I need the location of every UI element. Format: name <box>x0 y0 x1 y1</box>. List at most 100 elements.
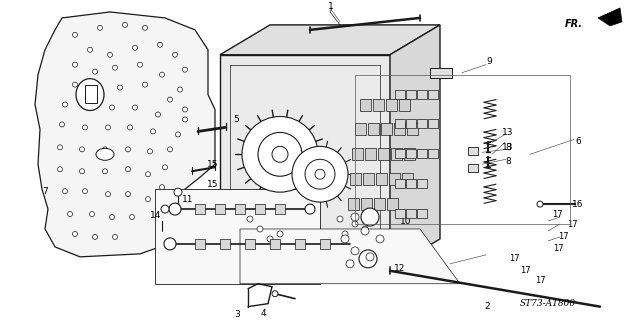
Circle shape <box>537 201 543 207</box>
Polygon shape <box>390 25 440 269</box>
Bar <box>406 149 416 158</box>
Circle shape <box>272 291 278 297</box>
Text: 3: 3 <box>234 310 240 319</box>
Circle shape <box>102 169 107 174</box>
Bar <box>348 198 359 210</box>
Circle shape <box>362 226 368 232</box>
Circle shape <box>88 105 93 110</box>
Bar <box>406 179 416 188</box>
Circle shape <box>59 122 65 127</box>
Circle shape <box>79 169 84 174</box>
Circle shape <box>58 167 63 172</box>
Circle shape <box>102 147 107 152</box>
Bar <box>406 119 416 128</box>
Circle shape <box>132 45 137 50</box>
Bar <box>399 99 410 110</box>
Bar <box>394 124 405 135</box>
Circle shape <box>93 69 98 74</box>
Text: 17: 17 <box>551 210 562 219</box>
Bar <box>378 148 389 160</box>
Text: 17: 17 <box>520 266 530 275</box>
Text: 15: 15 <box>207 160 219 169</box>
Bar <box>355 124 366 135</box>
Circle shape <box>146 196 151 202</box>
Bar <box>417 179 427 188</box>
Circle shape <box>72 62 77 67</box>
Bar <box>428 119 438 128</box>
Circle shape <box>361 208 379 226</box>
Circle shape <box>88 47 93 52</box>
Bar <box>407 124 418 135</box>
Text: 17: 17 <box>558 232 568 242</box>
Circle shape <box>118 85 123 90</box>
Bar <box>395 119 405 128</box>
Polygon shape <box>240 229 460 284</box>
Circle shape <box>167 147 173 152</box>
Text: 17: 17 <box>535 276 545 285</box>
Circle shape <box>272 146 288 162</box>
Bar <box>428 90 438 99</box>
Text: 5: 5 <box>233 115 239 124</box>
Bar <box>406 209 416 218</box>
Bar <box>391 148 402 160</box>
Circle shape <box>162 165 167 170</box>
Text: 2: 2 <box>484 302 490 311</box>
Circle shape <box>173 52 178 57</box>
Circle shape <box>351 247 359 255</box>
Bar <box>195 239 205 249</box>
Circle shape <box>366 253 374 261</box>
Bar <box>350 173 361 185</box>
Circle shape <box>142 25 148 30</box>
Bar <box>215 204 225 214</box>
Circle shape <box>82 189 88 194</box>
Circle shape <box>155 112 160 117</box>
Bar <box>417 119 427 128</box>
Bar <box>395 209 405 218</box>
Bar <box>361 198 372 210</box>
Circle shape <box>58 145 63 150</box>
Polygon shape <box>35 12 215 257</box>
Bar <box>374 198 385 210</box>
Circle shape <box>305 159 335 189</box>
Text: ST73-A1800: ST73-A1800 <box>520 299 576 308</box>
Circle shape <box>132 105 137 110</box>
Circle shape <box>342 231 348 237</box>
Bar <box>387 198 398 210</box>
Bar <box>430 68 452 78</box>
Bar <box>85 84 97 102</box>
Bar <box>245 239 255 249</box>
Bar <box>468 147 478 155</box>
Circle shape <box>376 235 384 243</box>
Polygon shape <box>220 25 440 55</box>
Circle shape <box>178 87 183 92</box>
Text: 9: 9 <box>486 57 492 66</box>
Bar <box>468 164 478 172</box>
Circle shape <box>112 235 118 239</box>
Circle shape <box>105 125 111 130</box>
Circle shape <box>93 87 98 92</box>
Polygon shape <box>220 55 390 269</box>
Circle shape <box>160 72 164 77</box>
Circle shape <box>315 169 325 179</box>
Bar <box>389 173 400 185</box>
Circle shape <box>305 204 315 214</box>
Circle shape <box>109 214 114 220</box>
Text: 11: 11 <box>182 195 194 204</box>
Bar <box>363 173 374 185</box>
Bar <box>255 204 265 214</box>
Circle shape <box>128 125 132 130</box>
Text: 8: 8 <box>505 157 511 166</box>
Circle shape <box>63 102 68 107</box>
Text: 17: 17 <box>509 254 520 263</box>
Circle shape <box>68 212 72 217</box>
Circle shape <box>174 188 182 196</box>
Circle shape <box>98 25 102 30</box>
Circle shape <box>79 147 84 152</box>
Bar <box>320 239 330 249</box>
Circle shape <box>72 32 77 37</box>
Bar <box>417 209 427 218</box>
Bar <box>417 90 427 99</box>
Text: 1: 1 <box>328 3 334 12</box>
Text: 13: 13 <box>502 143 514 152</box>
Bar <box>195 204 205 214</box>
